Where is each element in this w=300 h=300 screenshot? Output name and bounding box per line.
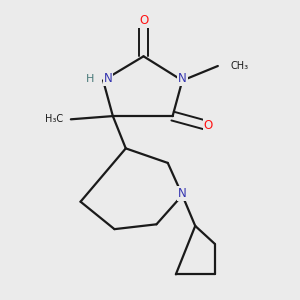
Text: H: H <box>86 74 94 84</box>
Text: O: O <box>203 119 213 132</box>
Text: CH₃: CH₃ <box>230 61 248 71</box>
Text: O: O <box>139 14 148 27</box>
Text: H₃C: H₃C <box>45 114 63 124</box>
Text: N: N <box>178 72 187 86</box>
Text: N: N <box>178 187 187 200</box>
Text: N: N <box>103 72 112 86</box>
